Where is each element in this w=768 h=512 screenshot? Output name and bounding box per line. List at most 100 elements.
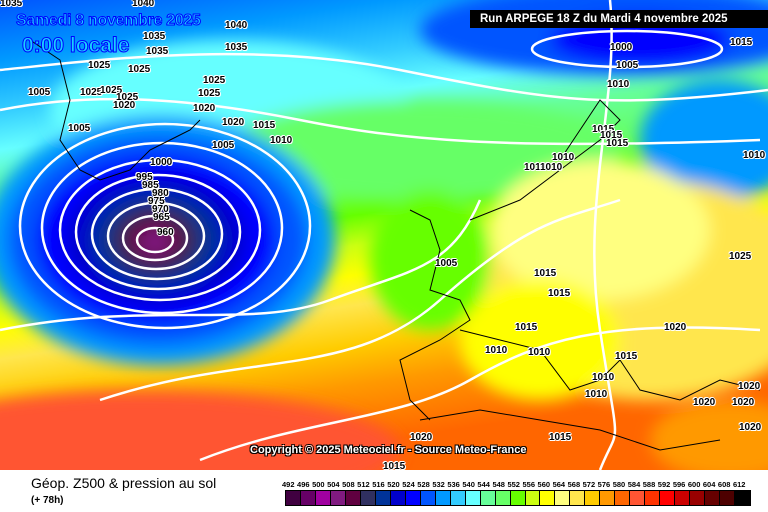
- copyright-text: Copyright © 2025 Meteociel.fr - Source M…: [250, 444, 527, 456]
- legend-label: 548: [492, 480, 505, 489]
- legend-swatch: [660, 491, 676, 505]
- forecast-time: 0:00 locale: [21, 34, 130, 58]
- forecast-lead-time: (+ 78h): [31, 495, 64, 506]
- isobar-label: 995: [136, 172, 153, 183]
- isobar-label: 1025: [128, 64, 151, 75]
- legend-label: 528: [417, 480, 430, 489]
- isobar-label: 1015: [600, 130, 623, 141]
- legend-label: 588: [642, 480, 656, 489]
- isobar-label: 965: [153, 212, 170, 223]
- legend-swatch: [675, 491, 691, 505]
- isobar-label: 1025: [729, 251, 752, 262]
- isobar-label: 1035: [0, 0, 23, 9]
- legend-swatch: [720, 491, 736, 505]
- isobar-label: 1010: [552, 152, 575, 163]
- isobar-label: 1020: [222, 117, 245, 128]
- legend-label: 604: [702, 480, 716, 489]
- legend-swatch: [495, 491, 511, 505]
- legend-label: 500: [312, 480, 325, 489]
- isobar-label: 1005: [212, 140, 235, 151]
- legend-label: 492: [282, 480, 295, 489]
- isobar-label: 1010: [524, 162, 547, 173]
- legend-swatch: [555, 491, 571, 505]
- isobar-label: 1020: [739, 422, 762, 433]
- legend-swatch: [510, 491, 526, 505]
- isobar-label: 1010: [743, 150, 766, 161]
- legend-swatch: [375, 491, 391, 505]
- legend-swatch: [405, 491, 421, 505]
- coastlines: [29, 39, 761, 451]
- legend-label: 532: [432, 480, 445, 489]
- legend-label: 496: [297, 480, 310, 489]
- legend-swatch: [465, 491, 481, 505]
- map-title: Géop. Z500 & pression au sol: [31, 475, 217, 491]
- legend-swatch: [600, 491, 616, 505]
- legend-label: 568: [567, 480, 581, 489]
- legend-label: 584: [627, 480, 641, 489]
- legend-swatch: [540, 491, 556, 505]
- isobar-label: 1025: [116, 92, 139, 103]
- legend-label: 540: [462, 480, 475, 489]
- legend-label: 572: [582, 480, 596, 489]
- legend-label: 524: [402, 480, 415, 489]
- isobar-label: 1015: [253, 120, 276, 131]
- isobar-label: 1020: [193, 103, 216, 114]
- isobar-label: 1015: [606, 138, 629, 149]
- isobar-label: 1015: [548, 288, 571, 299]
- isobar-label: 1020: [664, 322, 687, 333]
- isobar-label: 1000: [610, 42, 633, 53]
- isobar-label: 960: [157, 227, 174, 238]
- isobar-label: 1025: [80, 87, 103, 98]
- legend-swatch: [570, 491, 586, 505]
- legend-label: 608: [717, 480, 731, 489]
- isobar-label: 975: [148, 196, 165, 207]
- isobar-label: 970: [152, 204, 169, 215]
- legend-label: 596: [672, 480, 686, 489]
- legend-label: 520: [387, 480, 400, 489]
- color-legend: [285, 490, 751, 506]
- isobar-label: 1015: [534, 268, 557, 279]
- legend-swatch: [360, 491, 376, 505]
- weather-map: [0, 0, 768, 470]
- legend-label: 612: [732, 480, 746, 489]
- isobar-label: 980: [152, 188, 169, 199]
- legend-label: 552: [507, 480, 520, 489]
- legend-swatch: [390, 491, 406, 505]
- isobar-label: 1035: [225, 42, 248, 53]
- isobar-label: 1015: [383, 461, 406, 472]
- isobar-label: 1025: [198, 88, 221, 99]
- legend-swatch: [450, 491, 466, 505]
- isobar-label: 985: [142, 180, 159, 191]
- isobar-label: 1000: [150, 157, 173, 168]
- legend-label: 580: [612, 480, 626, 489]
- isobar-label: 1005: [435, 258, 458, 269]
- isobar-label: 1040: [225, 20, 248, 31]
- isobar-label: 1010: [540, 162, 563, 173]
- isobar-label: 1005: [68, 123, 91, 134]
- isobar-label: 1025: [100, 85, 123, 96]
- legend-swatch: [615, 491, 631, 505]
- legend-swatch: [585, 491, 601, 505]
- isobar-label: 1020: [113, 100, 136, 111]
- legend-swatch: [435, 491, 451, 505]
- legend-swatch: [315, 491, 331, 505]
- isobar-label: 1015: [515, 322, 538, 333]
- legend-swatch: [705, 491, 721, 505]
- legend-label: 536: [447, 480, 460, 489]
- isobars: [0, 0, 768, 470]
- legend-swatch: [525, 491, 541, 505]
- legend-swatch: [420, 491, 436, 505]
- isobar-label: 1015: [730, 37, 753, 48]
- legend-swatch: [690, 491, 706, 505]
- isobar-label: 1010: [592, 372, 615, 383]
- legend-label: 556: [522, 480, 536, 489]
- isobar-label: 1015: [592, 124, 615, 135]
- legend-label: 544: [477, 480, 490, 489]
- model-run-label: Run ARPEGE 18 Z du Mardi 4 novembre 2025: [470, 10, 768, 28]
- isobar-label: 1010: [528, 347, 551, 358]
- legend-label: 516: [372, 480, 385, 489]
- legend-swatch: [286, 491, 301, 505]
- legend-label: 600: [687, 480, 701, 489]
- isobar-label: 1010: [270, 135, 293, 146]
- legend-swatch: [300, 491, 316, 505]
